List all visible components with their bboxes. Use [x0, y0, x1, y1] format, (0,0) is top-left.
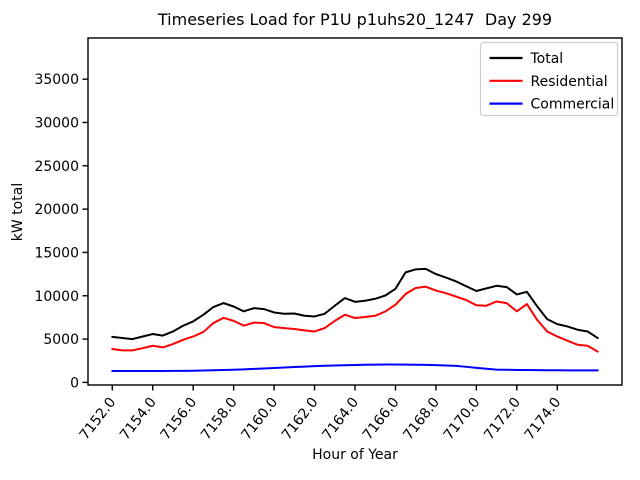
y-tick-label: 5000	[43, 332, 79, 348]
x-tick-label: 7168.0	[400, 395, 443, 443]
legend-label-residential: Residential	[531, 74, 608, 90]
series-line-total	[111, 267, 599, 341]
y-tick-label: 0	[70, 375, 79, 391]
legend: Total Residential Commercial	[479, 41, 619, 117]
x-tick-label: 7156.0	[158, 395, 201, 443]
y-tick-label: 10000	[34, 289, 79, 305]
x-axis-label: Hour of Year	[312, 447, 398, 463]
x-tick-label: 7164.0	[319, 395, 362, 443]
x-tick-label: 7162.0	[279, 395, 322, 443]
x-tick-label: 7172.0	[481, 395, 524, 443]
y-tick-label: 35000	[34, 72, 79, 88]
series-line-residential	[111, 285, 599, 353]
legend-label-commercial: Commercial	[531, 97, 615, 113]
y-tick-label: 20000	[34, 202, 79, 218]
chart-title: Timeseries Load for P1U p1uhs20_1247 Day…	[157, 10, 552, 30]
y-axis-label: kW total	[10, 183, 26, 241]
x-tick-label: 7160.0	[238, 395, 281, 443]
x-tick-label: 7170.0	[441, 395, 484, 443]
x-tick-label: 7152.0	[77, 395, 120, 443]
x-tick-label: 7158.0	[198, 395, 241, 443]
y-tick-label: 30000	[34, 115, 79, 131]
series-line-commercial	[111, 363, 599, 373]
y-tick-label: 25000	[34, 159, 79, 175]
x-tick-label: 7174.0	[522, 395, 565, 443]
y-tick-label: 15000	[34, 245, 79, 261]
legend-box	[479, 41, 619, 117]
x-tick-label: 7154.0	[117, 395, 160, 443]
x-tick-label: 7166.0	[360, 395, 403, 443]
legend-label-total: Total	[530, 51, 564, 67]
